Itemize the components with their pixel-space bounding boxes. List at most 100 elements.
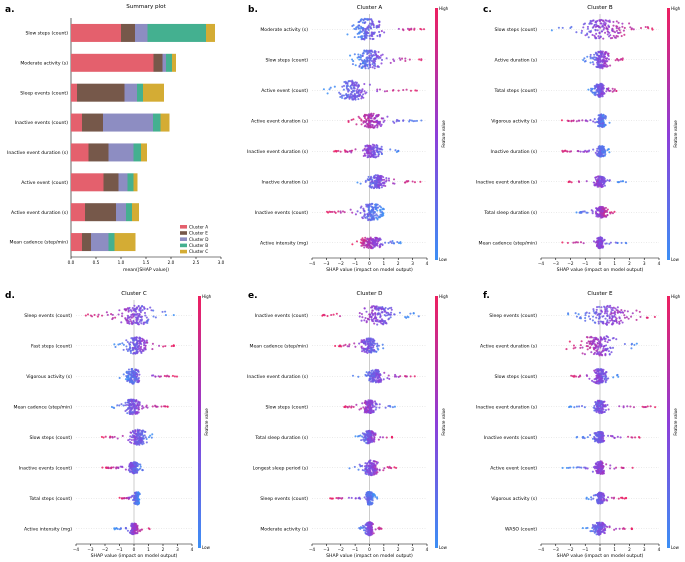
shap-point (365, 17, 369, 21)
shap-point (141, 309, 144, 312)
shap-point (135, 404, 138, 407)
shap-point (386, 115, 389, 118)
shap-point (402, 88, 405, 92)
shap-point (378, 374, 381, 377)
shap-point (377, 153, 381, 156)
shap-point (351, 63, 354, 66)
shap-point (376, 217, 379, 220)
shap-point (361, 66, 364, 69)
shap-point (326, 92, 329, 95)
shap-point (409, 312, 412, 315)
shap-point (397, 242, 401, 245)
shap-point (127, 401, 130, 404)
shap-point (376, 34, 379, 37)
shap-point (378, 150, 381, 153)
shap-point (353, 53, 356, 56)
shap-point (614, 59, 617, 62)
shap-point (609, 37, 612, 40)
shap-point (393, 405, 396, 408)
shap-point (383, 313, 386, 317)
shap-point (616, 25, 619, 28)
beeswarm-row (322, 79, 418, 101)
shap-point (116, 466, 119, 469)
shap-point (598, 89, 601, 92)
shap-point (621, 25, 624, 28)
x-tick-label: −3 (323, 261, 330, 266)
shap-point (367, 401, 370, 404)
shap-point (374, 153, 377, 156)
shap-point (404, 375, 407, 378)
beeswarm-row (118, 491, 141, 506)
shap-point (97, 313, 100, 316)
shap-point (365, 240, 368, 243)
shap-point (355, 89, 358, 93)
beeswarm-row (110, 398, 169, 416)
shap-point (363, 239, 366, 242)
shap-point (370, 49, 373, 52)
shap-point (164, 310, 167, 313)
bar-segment (126, 203, 132, 222)
shap-point (361, 149, 364, 152)
shap-point (386, 466, 389, 469)
beeswarm-row (582, 50, 624, 70)
shap-point (373, 177, 376, 180)
x-tick-label: 0.5 (93, 260, 100, 265)
shap-point (579, 150, 582, 153)
shap-point (599, 115, 602, 118)
shap-point (368, 34, 371, 37)
shap-point (365, 310, 368, 313)
shap-point (594, 56, 597, 59)
shap-point (409, 89, 413, 92)
shap-point (372, 146, 375, 149)
shap-point (615, 89, 618, 93)
shap-point (121, 434, 124, 437)
shap-point (143, 347, 146, 350)
shap-point (146, 307, 149, 311)
shap-point (135, 467, 139, 471)
shap-point (408, 120, 411, 123)
shap-point (397, 27, 400, 30)
shap-point (374, 469, 377, 472)
shap-point (131, 532, 134, 535)
shap-point (369, 406, 372, 410)
shap-point (353, 342, 356, 345)
shap-point (119, 527, 122, 530)
shap-point (604, 114, 607, 117)
shap-point (365, 492, 368, 495)
shap-point (594, 20, 597, 23)
shap-point (597, 125, 600, 128)
shap-point (404, 59, 407, 62)
shap-point (135, 443, 138, 446)
shap-point (365, 57, 368, 60)
shap-point (392, 242, 395, 245)
shap-point (365, 497, 368, 501)
shap-point (341, 96, 344, 99)
shap-point (136, 440, 139, 443)
shap-point (367, 24, 370, 27)
shap-point (361, 27, 364, 31)
shap-point (113, 343, 116, 346)
shap-point (607, 25, 610, 28)
beeswarm-row (587, 82, 618, 98)
shap-point (598, 32, 601, 35)
shap-point (128, 316, 131, 319)
shap-point (365, 320, 368, 323)
shap-point (603, 125, 606, 128)
shap-point (391, 436, 394, 439)
shap-point (342, 94, 346, 97)
shap-point (374, 174, 377, 177)
shap-point (373, 400, 377, 403)
shap-point (106, 313, 109, 316)
shap-point (132, 315, 135, 318)
shap-point (368, 503, 371, 506)
shap-point (365, 441, 368, 444)
shap-point (370, 115, 373, 118)
x-tick-label: −1 (582, 261, 589, 266)
shap-point (138, 379, 141, 382)
shap-point (127, 348, 131, 351)
beeswarm-row (118, 367, 179, 385)
bar-segment (143, 83, 164, 102)
shap-point (602, 87, 605, 90)
shap-point (142, 434, 145, 437)
shap-point (360, 30, 363, 33)
